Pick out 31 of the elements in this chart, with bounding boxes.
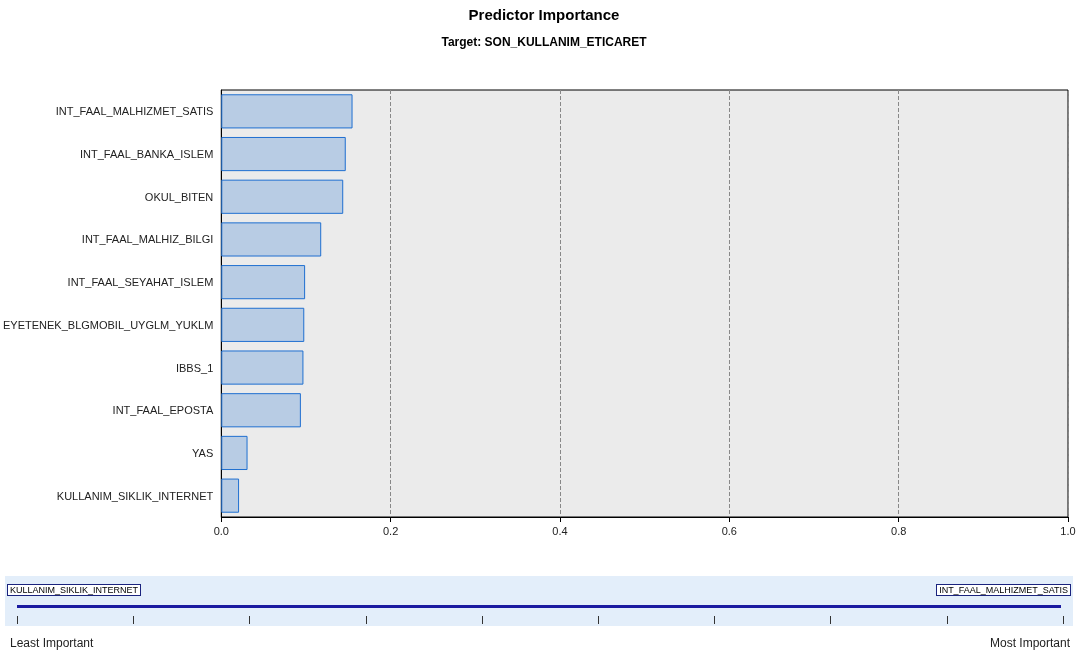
bar xyxy=(221,222,322,257)
bar xyxy=(221,435,248,471)
bar xyxy=(221,265,306,300)
y-tick-label: OKUL_BITEN xyxy=(144,190,214,203)
bar xyxy=(221,307,305,342)
y-tick-label: EYETENEK_BLGMOBIL_UYGLM_YUKLM xyxy=(3,318,214,331)
text: Least Important xyxy=(10,636,94,650)
bar xyxy=(221,136,346,172)
y-tick-label: INT_FAAL_SEYAHAT_ISLEM xyxy=(67,276,214,289)
y-tick-label: IBBS_1 xyxy=(175,361,214,374)
x-tick-label: 0.0 xyxy=(213,524,229,537)
x-tick-label: 0.8 xyxy=(891,524,907,537)
x-tick-label: 1.0 xyxy=(1060,524,1076,537)
x-tick-label: 0.6 xyxy=(721,524,737,537)
bar xyxy=(221,94,353,129)
y-tick-label: INT_FAAL_EPOSTA xyxy=(112,404,214,417)
x-tick-label: 0.4 xyxy=(552,524,568,537)
chart-title: Predictor Importance xyxy=(468,6,620,23)
y-tick-label: INT_FAAL_BANKA_ISLEM xyxy=(80,148,214,161)
slider: KULLANIM_SIKLIK_INTERNET INT_FAAL_MALHIZMET_SATIS xyxy=(5,576,1073,626)
y-tick-label: YAS xyxy=(192,446,214,459)
x-tick-label: 0.2 xyxy=(382,524,399,537)
chart-subtitle: Target: SON_KULLANIM_ETICARET xyxy=(441,35,648,49)
bar xyxy=(221,393,301,428)
bar xyxy=(221,478,240,513)
y-tick-label: INT_FAAL_MALHIZ_BILGI xyxy=(81,233,214,246)
bar xyxy=(221,350,304,385)
y-tick-label: KULLANIM_SIKLIK_INTERNET xyxy=(56,489,214,502)
text: Most Important xyxy=(989,636,1070,650)
y-tick-label: INT_FAAL_MALHIZMET_SATIS xyxy=(55,105,214,118)
bar xyxy=(221,179,344,214)
